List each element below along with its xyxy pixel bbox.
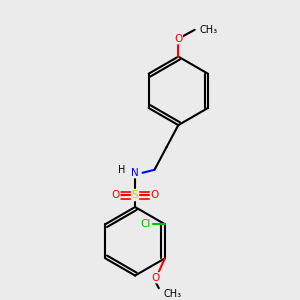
Text: O: O <box>112 190 120 200</box>
Text: H: H <box>118 165 125 175</box>
Text: CH₃: CH₃ <box>199 25 217 35</box>
Text: Cl: Cl <box>140 219 151 229</box>
Text: O: O <box>150 190 159 200</box>
Text: S: S <box>132 190 138 200</box>
Text: N: N <box>131 168 139 178</box>
Text: CH₃: CH₃ <box>163 289 182 299</box>
Text: O: O <box>174 34 182 44</box>
Text: O: O <box>152 273 160 283</box>
